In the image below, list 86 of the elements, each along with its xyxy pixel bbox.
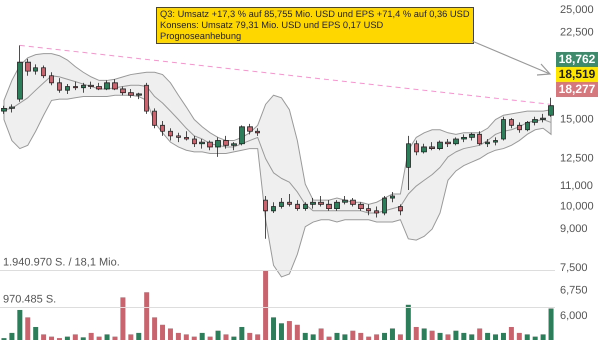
y-tick-label: 12,500 <box>560 152 594 165</box>
candlestick <box>548 97 554 118</box>
candlestick <box>509 118 514 129</box>
candlestick <box>501 116 506 141</box>
y-tick-label: 10,000 <box>560 200 594 212</box>
y-tick-label: 9,000 <box>560 223 588 236</box>
y-tick-label: 7,500 <box>560 262 588 274</box>
candlestick <box>374 206 379 218</box>
text: 18,762 <box>556 52 598 67</box>
candlestick <box>350 198 356 207</box>
candlestick <box>1 105 7 114</box>
y-tick-label: 6,000 <box>560 310 588 322</box>
candlestick <box>263 196 268 240</box>
candlestick <box>406 135 411 190</box>
candlestick <box>192 135 197 148</box>
candlestick <box>477 130 482 146</box>
candlestick <box>461 134 467 143</box>
y-tick-label: 6,750 <box>560 284 588 297</box>
candlestick <box>326 200 332 212</box>
candlestick <box>279 198 284 210</box>
candlestick <box>493 137 498 146</box>
candlestick <box>168 128 173 141</box>
candlestick <box>239 124 245 146</box>
candlestick <box>41 65 46 78</box>
candlestick <box>532 116 538 126</box>
annotation: Q3: Umsatz +17,3 % auf 85,755 Mio. USD und EPS +71,4 % auf 0,36 USD Konsens: Umsatz 79,31 Mio. USD und EPS 0,17 USD Prognoseanhebung <box>156 7 474 44</box>
ref-line-label: 1.940.970 S. / 18,1 Mio. <box>3 256 120 268</box>
candlestick <box>342 196 348 205</box>
candlestick <box>445 138 451 148</box>
candlestick <box>207 140 213 151</box>
text: 18,519 <box>556 67 598 82</box>
candlestick <box>49 72 54 86</box>
candlestick <box>136 92 142 100</box>
candlestick <box>303 202 308 212</box>
candlestick <box>223 135 229 149</box>
candlestick <box>453 137 459 146</box>
candlestick <box>65 84 70 94</box>
candlestick <box>96 82 102 91</box>
ref-line-label: 970.485 S. <box>3 294 56 306</box>
candlestick <box>215 137 221 158</box>
candlestick <box>334 200 340 212</box>
candlestick <box>128 88 134 98</box>
candlestick <box>525 120 530 132</box>
candlestick <box>390 192 395 203</box>
candlestick <box>429 142 435 151</box>
candlestick <box>421 143 427 154</box>
candlestick <box>152 108 157 129</box>
candlestick <box>176 132 181 143</box>
candlestick <box>540 113 546 123</box>
candlestick <box>287 194 292 207</box>
candlestick <box>485 138 490 148</box>
candlestick <box>437 140 443 151</box>
candlestick <box>81 82 86 94</box>
candlestick <box>366 204 371 216</box>
candlestick <box>310 198 316 210</box>
candlestick <box>382 196 387 216</box>
candlestick <box>160 120 165 136</box>
candlestick <box>33 64 38 75</box>
candlestick <box>25 58 31 76</box>
candlestick <box>318 196 324 207</box>
candlestick <box>17 44 23 102</box>
candlestick <box>73 81 78 91</box>
y-tick-label: 22,500 <box>560 26 594 39</box>
candlestick <box>199 138 205 149</box>
y-tick-label: 15,000 <box>560 114 594 126</box>
candlestick <box>120 86 126 96</box>
candlestick <box>469 132 475 141</box>
candlestick <box>231 142 237 151</box>
candlestick <box>184 130 189 141</box>
candlestick <box>57 78 62 94</box>
candlestick <box>517 122 522 134</box>
text: 18,277 <box>556 82 598 97</box>
candlestick <box>9 104 15 113</box>
candlestick <box>295 200 300 212</box>
y-tick-label: 11,000 <box>560 180 593 192</box>
candlestick <box>104 80 110 91</box>
candlestick <box>255 128 260 136</box>
candlestick <box>112 78 118 91</box>
candlestick <box>247 123 253 135</box>
candlestick <box>414 140 419 156</box>
candlestick <box>398 204 403 216</box>
candlestick <box>144 82 149 114</box>
candlestick <box>271 202 276 214</box>
candlestick <box>88 81 94 90</box>
candlestick <box>358 202 364 212</box>
y-tick-label: 25,000 <box>560 4 594 16</box>
